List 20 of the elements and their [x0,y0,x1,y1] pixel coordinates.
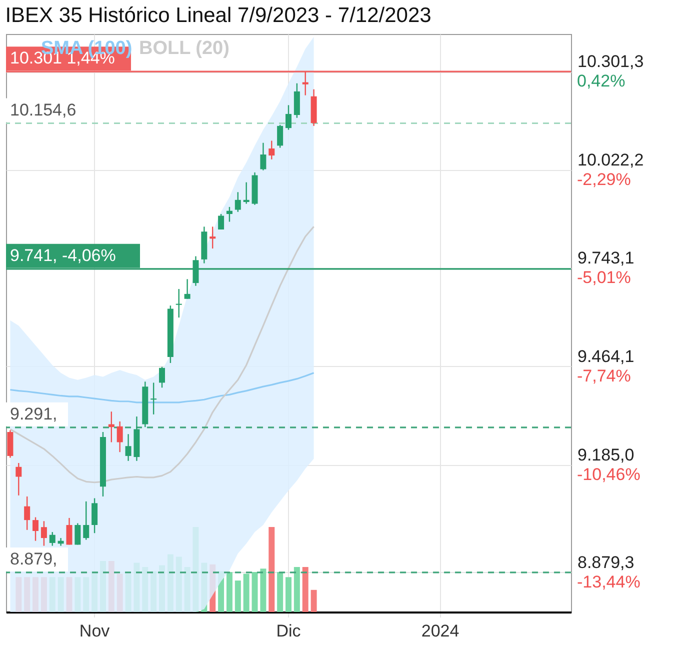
chart-title: IBEX 35 Histórico Lineal 7/9/2023 - 7/12/2023 [5,4,432,27]
y-tick-label: 8.879,3 [578,552,634,572]
ref-line-label: 10.154,6 [10,100,76,120]
x-tick-label: Nov [79,622,110,640]
ref-line-label: 8.879, [10,549,58,568]
y-tick-label: 10.022,2 [578,150,644,170]
y-tick-label: 9.743,1 [578,248,634,268]
text: -7,74% [577,366,631,386]
y-tick-label: 10.301,3 [578,52,644,72]
ref-line-label: 9.291, [10,404,58,424]
x-tick-label: 2024 [421,622,460,640]
y-tick-label: 9.185,0 [578,445,634,464]
text: -5,01% [577,268,631,288]
x-tick-label: Dic [276,622,302,640]
text: 0,42% [577,72,626,91]
ref-line-label: 9.741, -4,06% [10,246,116,265]
text: -10,46% [577,464,640,484]
text: -2,29% [577,170,631,189]
y-tick-label: 9.464,1 [578,346,634,366]
text: -13,44% [577,572,640,592]
